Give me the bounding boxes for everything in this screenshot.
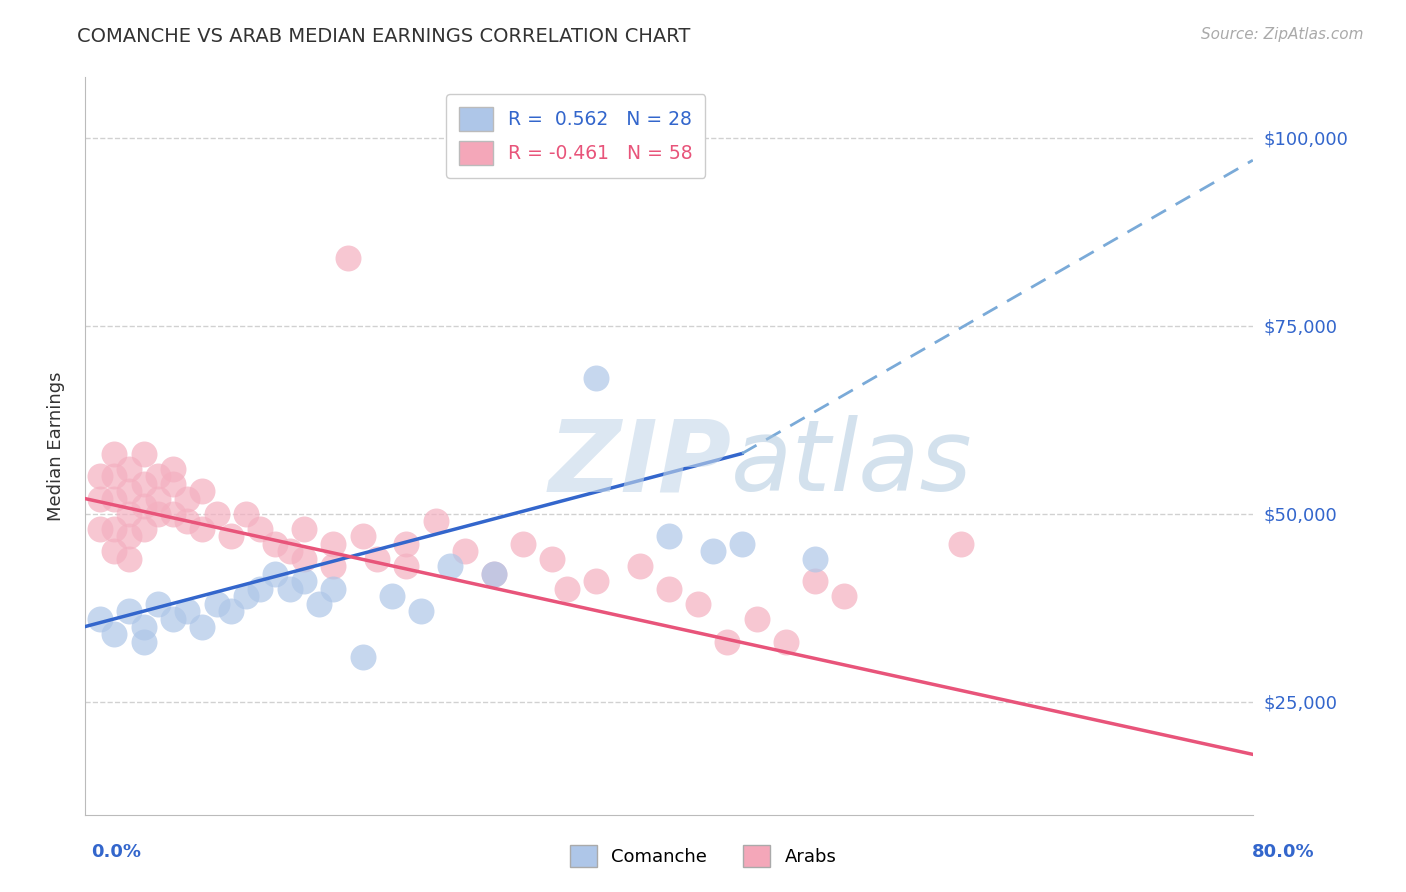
Point xyxy=(162,612,184,626)
Point xyxy=(103,522,125,536)
Point xyxy=(89,491,111,506)
Point xyxy=(512,537,534,551)
Point xyxy=(264,537,287,551)
Point xyxy=(292,551,315,566)
Point xyxy=(322,559,344,574)
Point xyxy=(162,507,184,521)
Point xyxy=(118,484,141,499)
Point xyxy=(249,522,271,536)
Point xyxy=(308,597,330,611)
Point xyxy=(103,544,125,558)
Point xyxy=(148,469,170,483)
Point xyxy=(731,537,754,551)
Point xyxy=(278,544,301,558)
Point xyxy=(366,551,388,566)
Point xyxy=(132,476,155,491)
Legend: Comanche, Arabs: Comanche, Arabs xyxy=(562,838,844,874)
Point xyxy=(132,446,155,460)
Point xyxy=(103,491,125,506)
Point xyxy=(585,574,607,589)
Point xyxy=(191,522,214,536)
Point xyxy=(264,566,287,581)
Point xyxy=(118,605,141,619)
Point xyxy=(89,612,111,626)
Text: Median Earnings: Median Earnings xyxy=(48,371,65,521)
Point xyxy=(191,484,214,499)
Point xyxy=(103,469,125,483)
Point xyxy=(118,507,141,521)
Point xyxy=(439,559,461,574)
Point xyxy=(409,605,432,619)
Point xyxy=(176,605,198,619)
Text: atlas: atlas xyxy=(731,416,973,512)
Point xyxy=(745,612,768,626)
Point xyxy=(132,499,155,513)
Point xyxy=(162,461,184,475)
Point xyxy=(585,371,607,385)
Point xyxy=(949,537,972,551)
Point xyxy=(352,529,374,543)
Point xyxy=(278,582,301,596)
Point xyxy=(804,551,827,566)
Point xyxy=(118,551,141,566)
Point xyxy=(176,491,198,506)
Point xyxy=(118,461,141,475)
Point xyxy=(395,537,418,551)
Point xyxy=(322,537,344,551)
Point xyxy=(89,522,111,536)
Point xyxy=(176,514,198,528)
Point xyxy=(132,634,155,648)
Point xyxy=(118,529,141,543)
Point xyxy=(292,522,315,536)
Point xyxy=(381,590,404,604)
Text: ZIP: ZIP xyxy=(548,416,731,512)
Point xyxy=(352,649,374,664)
Point xyxy=(804,574,827,589)
Point xyxy=(148,507,170,521)
Point xyxy=(219,605,242,619)
Point xyxy=(148,491,170,506)
Point xyxy=(832,590,855,604)
Point xyxy=(103,627,125,641)
Point xyxy=(775,634,797,648)
Point xyxy=(628,559,651,574)
Point xyxy=(482,566,505,581)
Point xyxy=(235,590,257,604)
Point xyxy=(219,529,242,543)
Point xyxy=(103,446,125,460)
Point xyxy=(191,619,214,633)
Point xyxy=(162,476,184,491)
Text: 80.0%: 80.0% xyxy=(1251,843,1315,861)
Point xyxy=(148,597,170,611)
Point xyxy=(249,582,271,596)
Point xyxy=(235,507,257,521)
Point xyxy=(541,551,564,566)
Text: Source: ZipAtlas.com: Source: ZipAtlas.com xyxy=(1201,27,1364,42)
Point xyxy=(292,574,315,589)
Text: COMANCHE VS ARAB MEDIAN EARNINGS CORRELATION CHART: COMANCHE VS ARAB MEDIAN EARNINGS CORRELA… xyxy=(77,27,690,45)
Point xyxy=(454,544,477,558)
Point xyxy=(337,251,360,265)
Legend: R =  0.562   N = 28, R = -0.461   N = 58: R = 0.562 N = 28, R = -0.461 N = 58 xyxy=(446,95,706,178)
Point xyxy=(555,582,578,596)
Point xyxy=(688,597,710,611)
Point xyxy=(395,559,418,574)
Point xyxy=(132,619,155,633)
Point xyxy=(702,544,724,558)
Point xyxy=(205,597,228,611)
Point xyxy=(322,582,344,596)
Point xyxy=(205,507,228,521)
Point xyxy=(425,514,447,528)
Point xyxy=(132,522,155,536)
Point xyxy=(716,634,738,648)
Point xyxy=(89,469,111,483)
Point xyxy=(482,566,505,581)
Text: 0.0%: 0.0% xyxy=(91,843,142,861)
Point xyxy=(658,529,681,543)
Point xyxy=(658,582,681,596)
